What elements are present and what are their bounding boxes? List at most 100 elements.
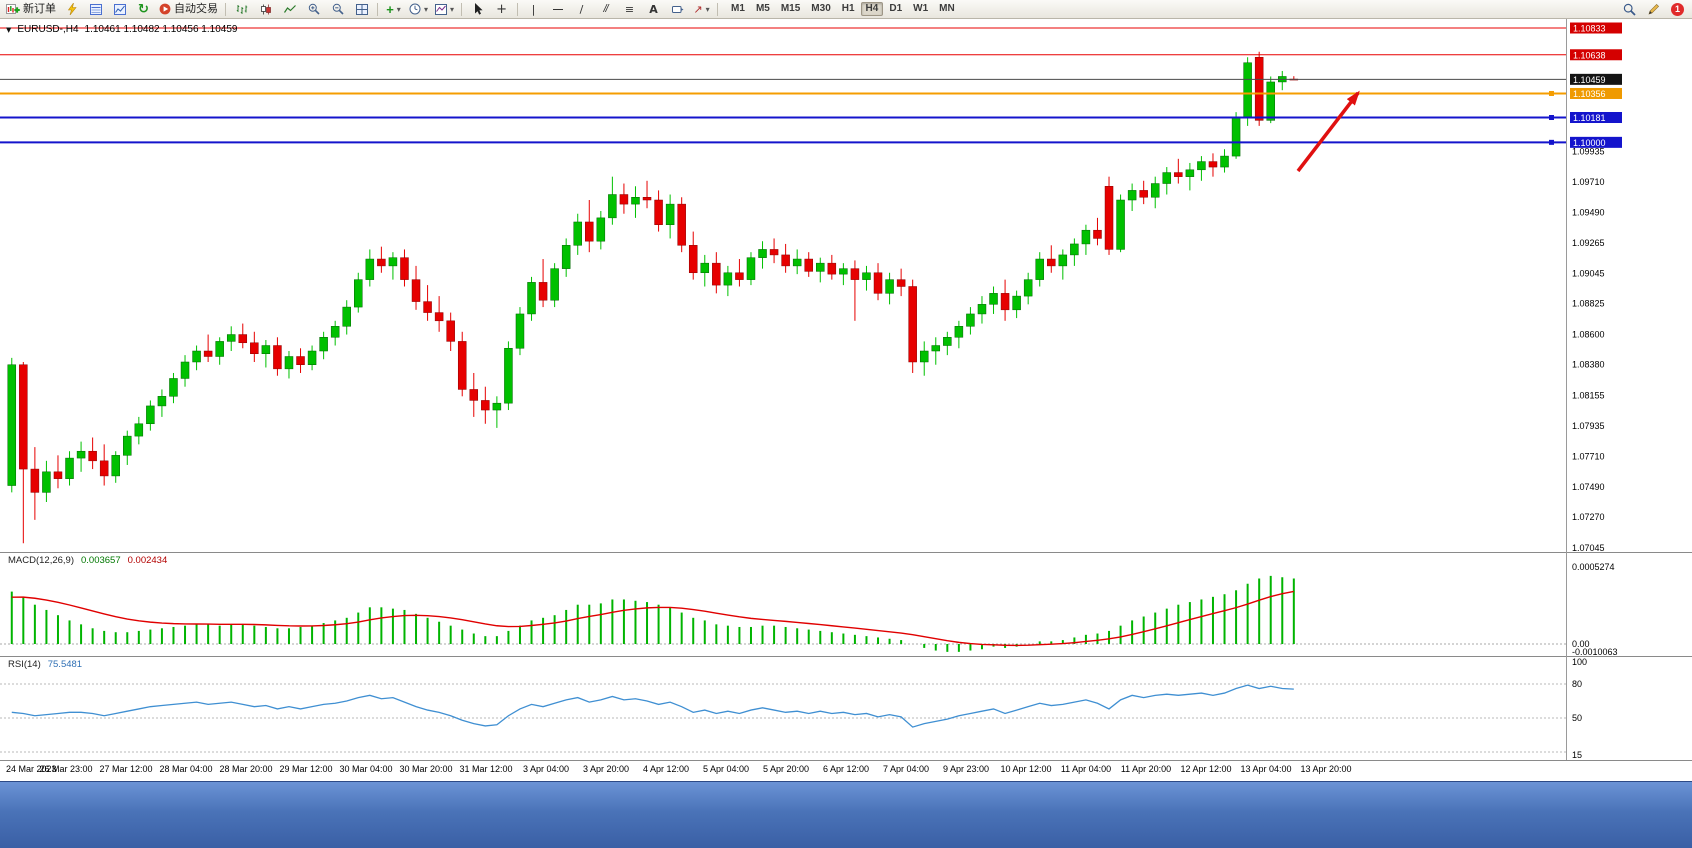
templates-button[interactable]: ▾	[432, 0, 457, 18]
refresh-icon: ↻	[138, 1, 149, 17]
new-order-button[interactable]: 新订单	[3, 0, 59, 18]
candlestick-series	[7, 51, 1299, 544]
trend-arrow-annotation[interactable]	[1296, 90, 1360, 173]
chevron-down-icon: ▾	[705, 4, 710, 14]
rsi-label-row: RSI(14) 75.5481	[8, 659, 82, 670]
svg-text:1.08380: 1.08380	[1572, 360, 1605, 370]
price-chart[interactable]: 0.0005274 0.00-0.0010063 100 80 50 15 1.1083…	[0, 19, 1692, 781]
alerts-button[interactable]	[60, 0, 83, 18]
search-button[interactable]	[1618, 0, 1641, 18]
line-chart-mode-button[interactable]	[278, 0, 301, 18]
notification-count: 1	[1671, 2, 1684, 16]
rsi-name: RSI(14)	[8, 659, 41, 670]
cursor-icon	[474, 3, 483, 15]
chart-symbol-period: EURUSD-,H4	[17, 24, 79, 35]
svg-text:7 Apr 04:00: 7 Apr 04:00	[883, 764, 929, 774]
toolbar-separator	[717, 2, 719, 16]
timeframe-button-m1[interactable]: M1	[731, 3, 745, 14]
svg-text:1.07710: 1.07710	[1572, 452, 1605, 462]
svg-text:4 Apr 12:00: 4 Apr 12:00	[643, 764, 689, 774]
auto-trading-icon	[159, 3, 171, 15]
svg-text:50: 50	[1572, 713, 1582, 723]
chart-ohlc-quote: 1.10461 1.10482 1.10456 1.10459	[84, 24, 238, 35]
pencil-icon	[1648, 3, 1659, 15]
tile-windows-icon	[355, 3, 368, 15]
label-tool-button[interactable]	[666, 0, 689, 18]
market-watch-button[interactable]	[84, 0, 107, 18]
timeframe-button-h4[interactable]: H4	[860, 2, 884, 16]
chart-header: ▼ EURUSD-,H4 1.10461 1.10482 1.10456 1.1…	[6, 24, 237, 35]
cursor-tool-button[interactable]	[466, 0, 489, 18]
timeframe-toolbar: M1 M5 M15 M30 H1 H4 D1 W1 MN	[726, 2, 960, 16]
new-order-label: 新订单	[23, 2, 56, 15]
arrows-tool-button[interactable]: ↗ ▾	[690, 0, 713, 18]
add-indicator-icon: +	[386, 1, 394, 17]
channel-tool-button[interactable]: //	[594, 0, 617, 18]
svg-text:1.09045: 1.09045	[1572, 268, 1605, 278]
toolbar-separator	[517, 2, 519, 16]
text-tool-button[interactable]: A	[642, 0, 665, 18]
svg-text:1.07935: 1.07935	[1572, 421, 1605, 431]
chart-window: 0.0005274 0.00 -0.0010063 100 80 50 15 1.1083…	[0, 19, 1692, 781]
svg-text:11 Apr 20:00: 11 Apr 20:00	[1121, 764, 1171, 774]
svg-text:1.10356: 1.10356	[1573, 89, 1606, 99]
fibonacci-tool-button[interactable]: ≡	[618, 0, 641, 18]
channel-icon: //	[603, 3, 608, 15]
bar-chart-mode-button[interactable]	[230, 0, 253, 18]
arrow-shape-icon: ↗	[693, 2, 703, 16]
svg-text:1.10181: 1.10181	[1573, 113, 1606, 123]
svg-text:5 Apr 04:00: 5 Apr 04:00	[703, 764, 749, 774]
svg-text:1.08155: 1.08155	[1572, 391, 1605, 401]
tile-windows-button[interactable]	[350, 0, 373, 18]
svg-text:31 Mar 12:00: 31 Mar 12:00	[459, 764, 512, 774]
timeframe-button-h1[interactable]: H1	[841, 3, 855, 14]
svg-text:15: 15	[1572, 750, 1582, 760]
chevron-down-icon: ▾	[396, 4, 401, 14]
timeframe-button-m30[interactable]: M30	[811, 3, 831, 14]
crosshair-tool-button[interactable]: +	[490, 0, 513, 18]
timeframe-button-m5[interactable]: M5	[755, 3, 770, 14]
timeframe-button-mn[interactable]: MN	[939, 3, 955, 14]
candlestick-mode-button[interactable]	[254, 0, 277, 18]
clock-icon	[409, 3, 421, 15]
vertical-line-tool-button[interactable]: |	[522, 0, 545, 18]
trendline-icon: /	[579, 2, 584, 16]
svg-text:13 Apr 20:00: 13 Apr 20:00	[1300, 764, 1351, 774]
zoom-in-icon	[308, 3, 320, 15]
timeframe-button-m15[interactable]: M15	[780, 3, 801, 14]
navigator-button[interactable]	[108, 0, 131, 18]
zoom-out-button[interactable]	[326, 0, 349, 18]
chevron-down-icon: ▾	[450, 4, 455, 14]
svg-text:10 Apr 12:00: 10 Apr 12:00	[1000, 764, 1051, 774]
svg-text:1.09710: 1.09710	[1572, 177, 1605, 187]
edit-button[interactable]	[1642, 0, 1665, 18]
fibonacci-icon: ≡	[624, 2, 635, 16]
macd-value-main: 0.003657	[81, 555, 121, 566]
chart-collapse-icon[interactable]: ▼	[6, 25, 12, 34]
svg-text:1.07490: 1.07490	[1572, 482, 1605, 492]
refresh-button[interactable]: ↻	[132, 0, 155, 18]
periods-button[interactable]: ▾	[406, 0, 431, 18]
trendline-tool-button[interactable]: /	[570, 0, 593, 18]
lightning-icon	[67, 3, 77, 15]
svg-text:9 Apr 23:00: 9 Apr 23:00	[943, 764, 989, 774]
market-watch-icon	[89, 3, 102, 15]
price-scale[interactable]: 1.10833 1.10638 1.10459 1.10356 1.10181 1.100…	[1570, 22, 1622, 554]
timeframe-button-d1[interactable]: D1	[889, 3, 903, 14]
svg-text:3 Apr 04:00: 3 Apr 04:00	[523, 764, 569, 774]
indicators-button[interactable]: + ▾	[382, 0, 405, 18]
toolbar-separator	[377, 2, 378, 16]
svg-text:3 Apr 20:00: 3 Apr 20:00	[583, 764, 629, 774]
zoom-in-button[interactable]	[302, 0, 325, 18]
vertical-line-icon: |	[531, 2, 536, 16]
auto-trading-button[interactable]: 自动交易	[156, 0, 221, 18]
svg-text:-0.0010063: -0.0010063	[1572, 647, 1618, 657]
new-order-icon	[6, 4, 20, 14]
notification-badge[interactable]: 1	[1666, 0, 1689, 18]
svg-text:80: 80	[1572, 679, 1582, 689]
timeframe-button-w1[interactable]: W1	[913, 3, 929, 14]
horizontal-level-lines[interactable]	[0, 27, 1566, 145]
auto-trading-label: 自动交易	[174, 2, 218, 15]
horizontal-line-tool-button[interactable]	[546, 0, 569, 18]
